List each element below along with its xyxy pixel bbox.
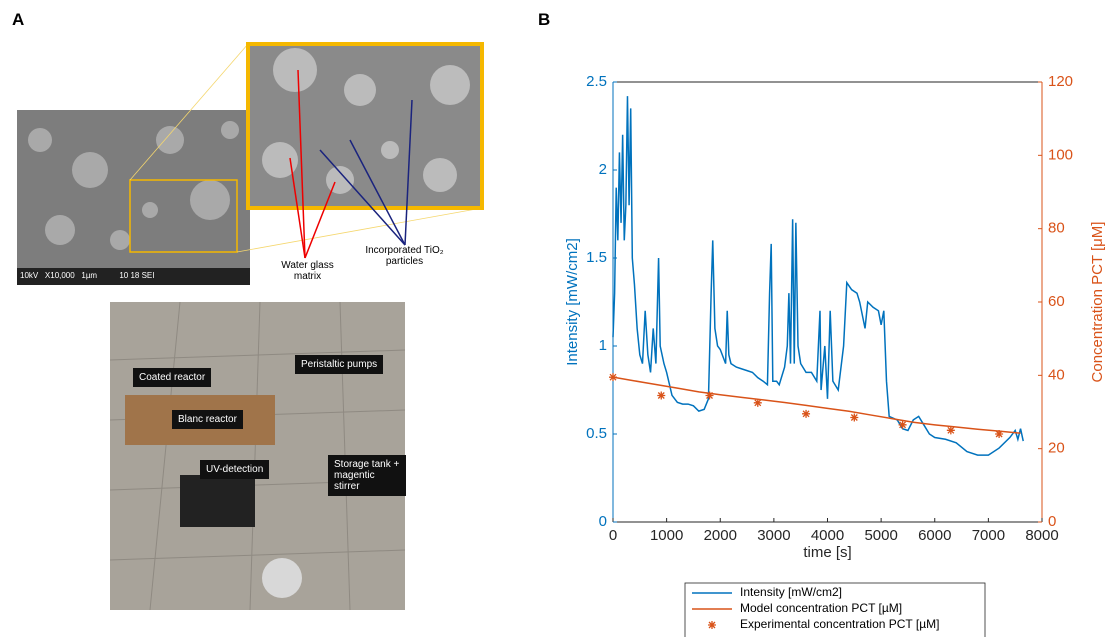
y2-tick-label: 0 bbox=[1048, 513, 1056, 530]
y-tick-label: 1.5 bbox=[586, 249, 607, 266]
chart: 01000200030004000500060007000800000.511.… bbox=[0, 0, 1115, 637]
y-tick-label: 2 bbox=[599, 161, 607, 178]
marker bbox=[754, 399, 762, 407]
legend-swatch bbox=[708, 621, 716, 629]
marker bbox=[899, 421, 907, 429]
y-tick-label: 2.5 bbox=[586, 73, 607, 90]
y2-tick-label: 120 bbox=[1048, 73, 1073, 90]
marker bbox=[706, 392, 714, 400]
y2-tick-label: 60 bbox=[1048, 293, 1065, 310]
x-tick-label: 4000 bbox=[811, 527, 844, 544]
y-tick-label: 1 bbox=[599, 337, 607, 354]
page: A B 10kV X10,000 1µm 10 18 SEI Water gla… bbox=[0, 0, 1115, 637]
marker bbox=[947, 426, 955, 434]
y2-tick-label: 100 bbox=[1048, 146, 1073, 163]
marker bbox=[609, 373, 617, 381]
series-line bbox=[613, 377, 1021, 433]
y2-tick-label: 80 bbox=[1048, 220, 1065, 237]
series-line bbox=[613, 96, 1023, 455]
marker bbox=[802, 410, 810, 418]
y2-tick-label: 20 bbox=[1048, 440, 1065, 457]
x-tick-label: 3000 bbox=[757, 527, 790, 544]
x-tick-label: 0 bbox=[609, 527, 617, 544]
marker bbox=[995, 430, 1003, 438]
x-axis-label: time [s] bbox=[803, 544, 851, 561]
x-tick-label: 7000 bbox=[972, 527, 1005, 544]
y-axis-label: Intensity [mW/cm2] bbox=[564, 238, 581, 366]
x-tick-label: 2000 bbox=[704, 527, 737, 544]
y-tick-label: 0 bbox=[599, 513, 607, 530]
y-tick-label: 0.5 bbox=[586, 425, 607, 442]
legend-label: Experimental concentration PCT [µM] bbox=[740, 617, 939, 631]
y2-axis-label: Concentration PCT [μM] bbox=[1089, 222, 1106, 383]
x-tick-label: 1000 bbox=[650, 527, 683, 544]
y2-tick-label: 40 bbox=[1048, 366, 1065, 383]
x-tick-label: 6000 bbox=[918, 527, 951, 544]
legend-label: Model concentration PCT [µM] bbox=[740, 601, 902, 615]
legend-label: Intensity [mW/cm2] bbox=[740, 585, 842, 599]
marker bbox=[657, 392, 665, 400]
marker bbox=[850, 414, 858, 422]
x-tick-label: 5000 bbox=[864, 527, 897, 544]
